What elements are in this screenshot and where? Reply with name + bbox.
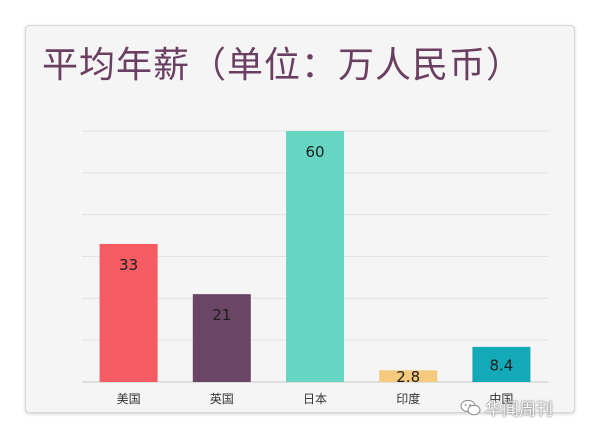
data-label-5: 8.4 xyxy=(489,356,513,374)
watermark-text: 华闻周刊 xyxy=(485,400,553,420)
x-tick-label-1: 美国 xyxy=(117,392,141,406)
chart-card: 平均年薪（单位：万人民币） 33 美国 21 英国 60 日本 2.8 印度 8.4 中国 xyxy=(25,25,575,413)
bar-5 xyxy=(472,346,531,382)
bar-chart: 33 美国 21 英国 60 日本 2.8 印度 8.4 中国 xyxy=(82,130,548,406)
data-label-1: 33 xyxy=(119,256,138,274)
x-tick-label-3: 日本 xyxy=(303,392,327,406)
x-tick-label-2: 英国 xyxy=(210,392,234,406)
bar-3 xyxy=(286,131,344,382)
data-label-3: 60 xyxy=(305,143,324,161)
bar-1 xyxy=(99,243,158,382)
data-label-2: 21 xyxy=(212,306,231,324)
wechat-icon xyxy=(460,399,481,415)
bar-4 xyxy=(379,370,438,382)
x-tick-label-4: 印度 xyxy=(396,391,420,406)
chart-title: 平均年薪（单位：万人民币） xyxy=(42,45,524,86)
watermark: 华闻周刊 xyxy=(460,395,553,420)
data-label-4: 2.8 xyxy=(396,368,420,386)
bar-2 xyxy=(192,294,251,382)
x-tick-label-5: 中国 xyxy=(489,391,513,406)
